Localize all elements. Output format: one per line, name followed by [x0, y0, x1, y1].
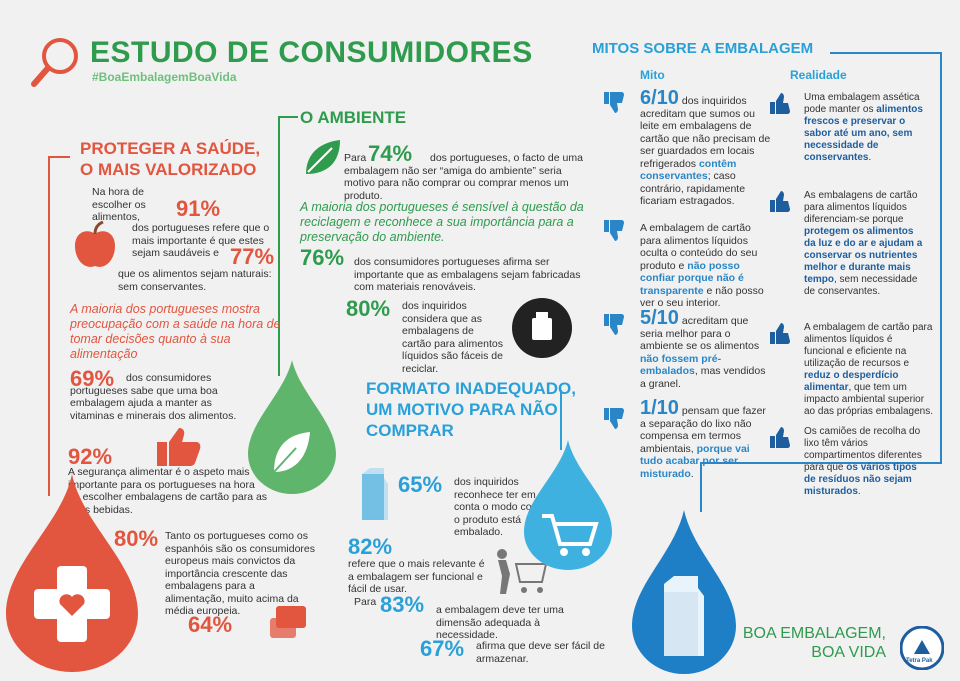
health-stat1b-text: que os alimentos sejam naturais: sem con…: [118, 268, 272, 293]
env-stat1-text: dos portugueses, o facto de uma embalage…: [344, 152, 583, 202]
env-stat2-num: 76%: [300, 245, 345, 270]
thumbs-down-icon: [604, 92, 626, 119]
health-drop: [2, 474, 142, 674]
format-stat3-text: a embalagem deve ter uma dimensão adequa…: [436, 604, 564, 641]
thumbs-down-icon: [604, 408, 626, 435]
myths-heading: MITOS SOBRE A EMBALAGEM: [592, 40, 814, 57]
leaf-drop: [244, 360, 340, 496]
connector-line: [700, 462, 942, 464]
env-stat3-text: dos inquiridos considera que as embalage…: [402, 300, 503, 375]
format-stat4-num: 67%: [420, 636, 465, 661]
health-italic: A maioria dos portugueses mostra preocup…: [70, 302, 281, 361]
format-stat3-pre: Para: [354, 596, 377, 608]
leaf-icon: [302, 138, 342, 178]
thumbs-up-icon: [770, 92, 792, 119]
magnifier-icon: [28, 34, 84, 90]
connector-line: [560, 390, 562, 450]
health-heading: PROTEGER A SAÚDE, O MAIS VALORIZADO: [80, 139, 261, 179]
env-stat1-pre: Para: [344, 152, 367, 164]
cart-drop: [520, 440, 616, 572]
health-stat4-num: 80%: [114, 526, 159, 551]
env-stat1-num: 74%: [368, 141, 413, 166]
health-stat1-pre: Na hora de escolher os alimentos,: [92, 186, 146, 223]
tetra-pak-logo: [899, 625, 945, 671]
carton-drop: [628, 510, 740, 676]
apple-icon: [72, 220, 118, 270]
env-italic: A maioria dos portugueses é sensível à q…: [300, 200, 584, 244]
health-stat4-text: Tanto os portugueses como os espanhóis s…: [165, 530, 316, 617]
connector-line: [700, 462, 702, 512]
myth-item: 1/10 pensam que fazer a separação do lix…: [640, 397, 766, 480]
thumbs-up-icon: [770, 190, 792, 217]
health-stat1b-num: 77%: [230, 244, 275, 269]
carton-icon: [356, 466, 390, 522]
myth-item: 5/10 acreditam que seria melhor para o a…: [640, 307, 766, 390]
connector-line: [940, 52, 942, 462]
env-stat2-text: dos consumidores portugueses afirma ser …: [354, 256, 581, 293]
format-stat3-num: 83%: [380, 592, 425, 617]
format-stat1-num: 65%: [398, 472, 443, 497]
format-stat1-text: dos inquiridos reconhece ter em conta o …: [454, 476, 547, 538]
footer-slogan: BOA EMBALAGEM, BOA VIDA: [742, 625, 886, 661]
health-stat1-text: dos portugueses refere que o mais import…: [132, 222, 270, 259]
reality-item: A embalagem de cartão para alimentos líq…: [804, 322, 933, 417]
myth-column-header: Mito: [640, 68, 665, 82]
reality-item: As embalagens de cartão para alimentos l…: [804, 190, 923, 297]
connector-line: [48, 156, 70, 158]
reality-item: Uma embalagem assética pode manter os al…: [804, 92, 923, 163]
connector-line: [278, 116, 298, 118]
env-stat3-num: 80%: [346, 296, 391, 321]
reality-item: Os camiões de recolha do lixo têm vários…: [804, 426, 922, 497]
connector-line: [830, 52, 942, 54]
health-stat2-num: 69%: [70, 366, 115, 391]
shopping-person-icon: [490, 548, 550, 596]
thumbs-up-icon: [770, 426, 792, 453]
thumbs-down-icon: [604, 314, 626, 341]
health-stat1-num: 91%: [176, 196, 221, 221]
reality-column-header: Realidade: [790, 68, 847, 82]
health-stat3-text: A segurança alimentar é o aspeto mais im…: [68, 466, 268, 516]
thumbs-up-icon: [770, 322, 792, 349]
thumbs-down-icon: [604, 220, 626, 247]
format-stat2-num: 82%: [348, 534, 393, 559]
health-stat3-num: 92%: [68, 444, 113, 469]
tetra-pak-logo-text: Tetra Pak: [906, 658, 933, 664]
health-stat2-text: dos consumidores portugueses sabe que um…: [70, 372, 237, 422]
format-stat2-text: refere que o mais relevante é a embalage…: [348, 558, 485, 595]
connector-line: [48, 156, 50, 496]
myth-item: 6/10 dos inquiridos acreditam que sumos …: [640, 87, 771, 207]
thumbs-up-icon: [155, 424, 203, 468]
format-heading: FORMATO INADEQUADO, UM MOTIVO PARA NÃO COM…: [366, 379, 576, 440]
page-title: ESTUDO DE CONSUMIDORES: [90, 36, 533, 69]
recycle-badge: [510, 296, 574, 360]
environment-heading: O AMBIENTE: [300, 108, 407, 127]
speech-bubble-icon: [268, 604, 308, 644]
hashtag: #BoaEmbalagemBoaVida: [92, 70, 237, 84]
health-stat4b-num: 64%: [188, 612, 233, 637]
format-stat4-text: afirma que deve ser fácil de armazenar.: [476, 640, 605, 665]
myth-item: A embalagem de cartão para alimentos líq…: [640, 222, 764, 309]
connector-line: [278, 116, 280, 376]
